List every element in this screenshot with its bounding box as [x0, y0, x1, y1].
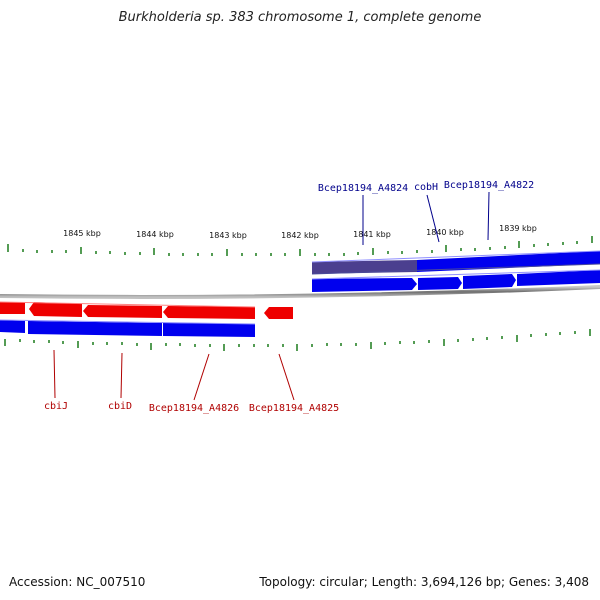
gene-bcep18194-a4824[interactable]	[312, 260, 417, 274]
gene-forward-4[interactable]	[517, 270, 600, 286]
map-title: Burkholderia sp. 383 chromosome 1, compl…	[118, 10, 482, 25]
label-bcep18194-a4825: Bcep18194_A4825	[249, 403, 339, 414]
accession-text: Accession: NC_007510	[9, 575, 146, 589]
inner-ticks	[4, 329, 591, 351]
kbp-label-1843: 1843 kbp	[209, 231, 247, 240]
kbp-label-1844: 1844 kbp	[136, 230, 174, 239]
label-cbid: cbiD	[108, 401, 132, 412]
gene-inner-blue-1[interactable]	[0, 320, 25, 333]
gene-forward-1[interactable]	[312, 278, 417, 292]
kbp-label-1841: 1841 kbp	[353, 230, 391, 239]
gene-inner-blue-3[interactable]	[163, 323, 255, 337]
kbp-label-1839: 1839 kbp	[499, 224, 537, 233]
label-bcep18194-a4822: Bcep18194_A4822	[444, 180, 534, 191]
gene-inner-blue-2[interactable]	[28, 321, 162, 336]
outer-ticks	[7, 236, 593, 256]
topology-text: Topology: circular; Length: 3,694,126 bp…	[259, 575, 589, 589]
gene-cbid[interactable]	[83, 305, 162, 318]
chromosome-backbone	[0, 285, 600, 299]
label-bcep18194-a4826: Bcep18194_A4826	[149, 403, 239, 414]
kbp-label-1842: 1842 kbp	[281, 231, 319, 240]
gene-bcep18194-a4822[interactable]	[463, 274, 516, 289]
gene-forward-large[interactable]	[417, 251, 600, 272]
gene-bcep18194-a4825[interactable]	[264, 307, 293, 319]
label-cobh: cobH	[414, 182, 438, 193]
label-cbij: cbiJ	[44, 401, 68, 412]
gene-bcep18194-a4826[interactable]	[163, 306, 255, 319]
gene-cbij[interactable]	[29, 302, 82, 317]
gene-cobh[interactable]	[418, 277, 462, 290]
kbp-label-1840: 1840 kbp	[426, 228, 464, 237]
kbp-label-1845: 1845 kbp	[63, 229, 101, 238]
gene-reverse-left[interactable]	[0, 302, 25, 314]
label-bcep18194-a4824: Bcep18194_A4824	[318, 183, 408, 194]
